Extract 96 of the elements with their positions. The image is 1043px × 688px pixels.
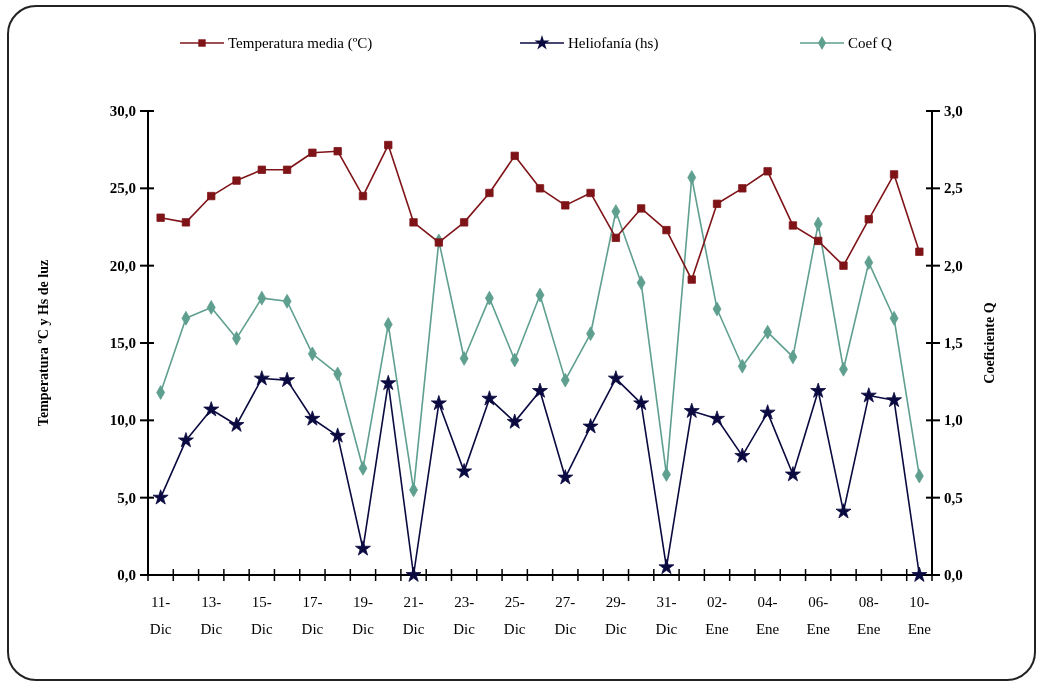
x-tick-label: 04-Ene xyxy=(755,594,780,637)
point xyxy=(582,418,599,434)
y-tick-label: 20,0 xyxy=(109,257,136,274)
point xyxy=(611,233,620,242)
point xyxy=(181,218,191,227)
y-tick-label: 10,0 xyxy=(109,412,136,429)
x-tick-label: 23-Dic xyxy=(453,594,476,637)
point xyxy=(839,261,848,270)
point xyxy=(557,469,574,485)
point xyxy=(633,395,650,411)
x-tick-label: 17-Dic xyxy=(301,594,324,637)
x-tick-label: 06-Ene xyxy=(806,594,831,637)
point xyxy=(460,218,469,227)
point xyxy=(380,374,397,390)
point xyxy=(405,566,422,582)
point xyxy=(759,404,776,420)
point xyxy=(282,165,292,174)
point xyxy=(763,167,772,176)
point xyxy=(308,148,317,157)
x-tick-label: 29-Dic xyxy=(605,594,628,637)
point xyxy=(886,391,902,408)
x-tick-label: 10-Ene xyxy=(907,594,932,637)
x-tick-label: 13-Dic xyxy=(200,594,223,637)
point xyxy=(257,165,266,174)
point xyxy=(532,382,548,398)
point xyxy=(152,489,169,505)
y-tick-label: 0,0 xyxy=(117,567,136,583)
point xyxy=(207,191,216,201)
point xyxy=(860,387,877,403)
legend-label: Coef Q xyxy=(848,35,892,51)
point xyxy=(228,416,245,432)
point xyxy=(304,410,321,426)
point xyxy=(535,184,545,193)
point xyxy=(485,188,494,198)
point xyxy=(637,204,646,213)
y2-tick-label: 3,0 xyxy=(944,103,963,119)
y2-tick-label: 2,5 xyxy=(944,180,963,197)
point xyxy=(683,402,700,418)
point xyxy=(586,188,595,198)
point xyxy=(784,466,801,482)
point xyxy=(788,221,798,230)
point xyxy=(687,275,696,284)
point xyxy=(658,558,675,575)
x-tick-label: 15-Dic xyxy=(250,594,273,637)
x-tick-label: 19-Dic xyxy=(352,594,375,637)
point xyxy=(253,370,270,386)
point xyxy=(481,390,498,406)
point xyxy=(911,566,928,582)
y2-axis-title: Coeficiente Q xyxy=(982,302,997,384)
point xyxy=(178,432,194,448)
point xyxy=(561,201,570,210)
x-tick-label: 21-Dic xyxy=(402,594,425,637)
y-axis-title: Temperatura ºC y Hs de luz xyxy=(36,259,51,427)
point xyxy=(607,370,624,386)
point xyxy=(506,413,523,429)
y-tick-label: 5,0 xyxy=(117,489,136,506)
x-tick-label: 25-Dic xyxy=(503,594,526,637)
point xyxy=(456,463,473,479)
y-tick-label: 25,0 xyxy=(109,180,136,197)
point xyxy=(835,503,852,519)
x-tick-label: 08-Ene xyxy=(857,594,881,637)
y2-tick-label: 0,5 xyxy=(944,489,963,506)
x-tick-label: 11-Dic xyxy=(149,594,172,637)
x-tick-label: 02-Ene xyxy=(705,594,730,637)
point xyxy=(279,371,296,387)
point xyxy=(329,427,346,443)
point xyxy=(915,247,924,256)
y2-tick-label: 0,0 xyxy=(944,567,963,583)
point xyxy=(203,401,220,417)
point xyxy=(734,447,751,463)
point xyxy=(864,215,873,224)
point xyxy=(409,218,418,227)
x-tick-label: 27-Dic xyxy=(554,594,577,637)
y2-tick-label: 1,5 xyxy=(944,335,963,351)
legend-label: Temperatura media (ºC) xyxy=(228,35,373,52)
point xyxy=(430,395,447,411)
point xyxy=(814,236,823,246)
point xyxy=(709,410,725,426)
point xyxy=(712,199,722,208)
point xyxy=(358,191,368,201)
y2-tick-label: 2,0 xyxy=(944,257,963,274)
point xyxy=(333,147,342,156)
point xyxy=(510,151,519,160)
y2-tick-label: 1,0 xyxy=(944,412,963,429)
y-tick-label: 15,0 xyxy=(109,335,136,351)
point xyxy=(662,225,671,235)
legend-label: Heliofanía (hs) xyxy=(568,35,659,52)
point xyxy=(810,382,827,398)
point xyxy=(384,140,393,150)
x-tick-label: 31-Dic xyxy=(655,594,678,637)
point xyxy=(156,213,165,222)
point xyxy=(355,540,371,556)
point xyxy=(738,184,747,193)
point xyxy=(232,176,241,185)
point xyxy=(889,170,899,179)
y-tick-label: 30,0 xyxy=(109,103,136,119)
